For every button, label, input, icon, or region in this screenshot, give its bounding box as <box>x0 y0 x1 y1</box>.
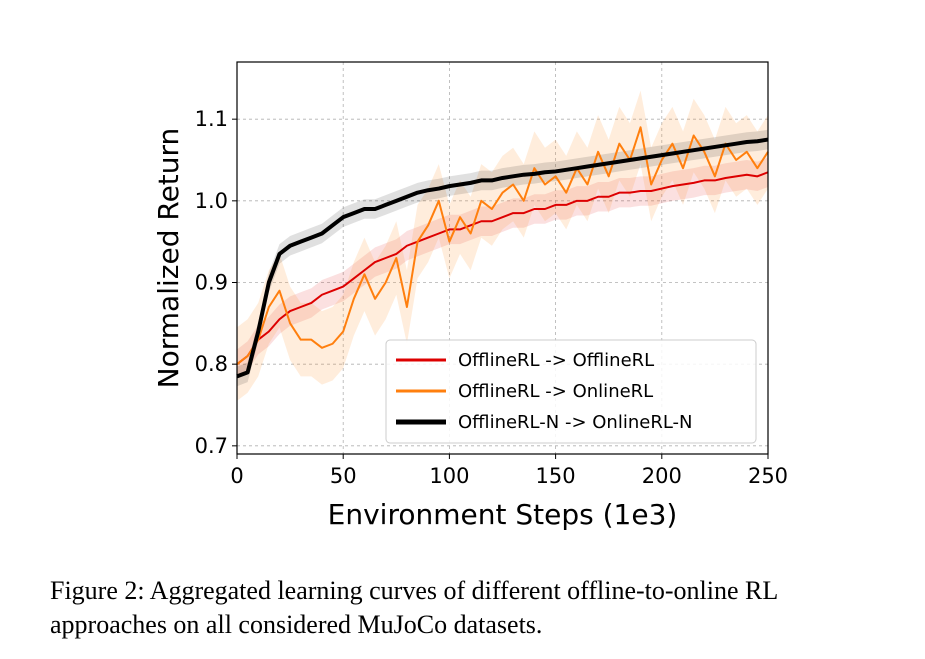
confidence-band <box>237 90 768 401</box>
legend-box <box>385 339 757 444</box>
axis-ticks: 0 50 100 150 200 250 0.7 0.8 0.9 1.0 1.1 <box>195 107 788 488</box>
series-line <box>236 171 769 365</box>
y-tick-label: 0.9 <box>195 271 228 295</box>
legend-entry-label: OfflineRL -> OfflineRL <box>458 350 654 371</box>
x-tick-label: 50 <box>330 464 357 488</box>
plot-frame <box>236 61 769 455</box>
legend: OfflineRL -> OfflineRL OfflineRL -> Onlin… <box>385 339 757 444</box>
y-tick-label: 0.8 <box>195 352 228 376</box>
legend-entry-label: OfflineRL-N -> OnlineRL-N <box>458 412 693 433</box>
figure-caption: Figure 2: Aggregated learning curves of … <box>50 576 778 639</box>
y-axis-label: Normalized Return <box>152 128 185 389</box>
y-tick-label: 1.1 <box>195 107 228 131</box>
x-axis-label: Environment Steps (1e3) <box>328 498 678 531</box>
series-line <box>236 126 769 365</box>
x-tick-label: 100 <box>429 464 469 488</box>
x-tick-label: 0 <box>230 464 243 488</box>
learning-curves-chart: 0 50 100 150 200 250 0.7 0.8 0.9 1.0 1.1 Environme… <box>152 61 788 531</box>
x-tick-label: 200 <box>642 464 682 488</box>
x-tick-label: 150 <box>536 464 576 488</box>
x-tick-label: 250 <box>748 464 788 488</box>
series-line <box>236 137 769 379</box>
y-tick-label: 0.7 <box>195 434 228 458</box>
y-tick-label: 1.0 <box>195 189 228 213</box>
series-lines <box>236 126 769 379</box>
legend-entry-label: OfflineRL -> OnlineRL <box>458 381 653 402</box>
confidence-band <box>237 129 768 387</box>
